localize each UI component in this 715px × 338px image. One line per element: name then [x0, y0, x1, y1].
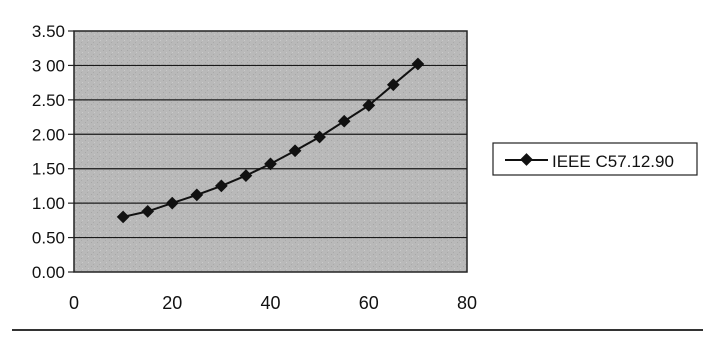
data-point-45 — [288, 144, 302, 158]
data-point-65 — [386, 78, 400, 92]
x-axis-ticks: 0 20 40 60 80 — [69, 293, 477, 313]
data-point-15 — [141, 205, 155, 218]
y-tick-label: 0.00 — [32, 263, 65, 282]
y-tick-label: 2.00 — [32, 125, 65, 144]
y-tick-label: 3.50 — [32, 22, 65, 41]
y-axis-ticks: 0.00 0.50 1.00 1.50 2.00 2.50 3 00 3.50 — [32, 22, 74, 282]
data-point-60 — [362, 98, 376, 112]
x-tick-label: 20 — [162, 293, 182, 313]
data-point-55 — [337, 114, 351, 128]
y-tick-label: 2.50 — [32, 91, 65, 110]
series-group — [116, 57, 425, 224]
plot-area — [73, 30, 468, 273]
legend: IEEE C57.12.90 — [492, 142, 698, 176]
y-tick-label: 1.00 — [32, 194, 65, 213]
legend-label: IEEE C57.12.90 — [552, 152, 674, 171]
x-tick-label: 40 — [260, 293, 280, 313]
data-point-40 — [264, 157, 277, 171]
data-point-10 — [116, 210, 130, 224]
y-tick-label: 3 00 — [32, 56, 65, 75]
x-tick-label: 0 — [69, 293, 79, 313]
y-tick-label: 1.50 — [32, 160, 65, 179]
data-point-25 — [190, 188, 204, 202]
x-tick-label: 60 — [359, 293, 379, 313]
x-tick-label: 80 — [457, 293, 477, 313]
y-tick-label: 0.50 — [32, 229, 65, 248]
data-point-30 — [214, 179, 228, 193]
data-point-35 — [239, 169, 253, 182]
